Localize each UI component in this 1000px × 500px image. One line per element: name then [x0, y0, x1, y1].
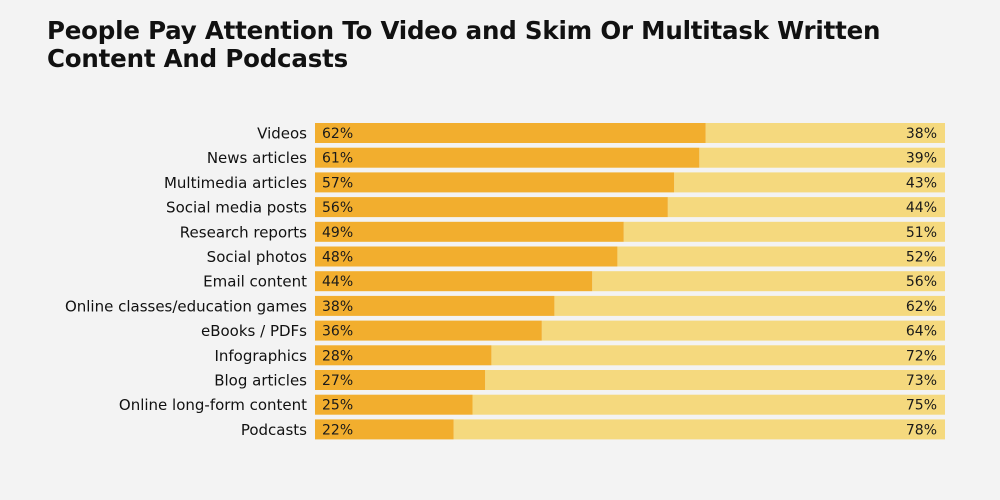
value-label-attention: 48%	[322, 250, 353, 266]
category-label: Blog articles	[214, 372, 307, 390]
value-label-skim: 73%	[906, 373, 937, 389]
category-label: News articles	[207, 149, 307, 167]
category-label: Videos	[257, 125, 307, 143]
bar-skim	[554, 295, 945, 316]
category-label: Podcasts	[241, 421, 307, 439]
value-label-attention: 61%	[322, 151, 353, 167]
value-label-skim: 51%	[906, 225, 937, 241]
bar-skim	[472, 394, 945, 415]
value-label-attention: 27%	[322, 373, 353, 389]
value-label-skim: 52%	[906, 250, 937, 266]
bar-skim	[592, 271, 945, 292]
bar-skim	[541, 320, 945, 341]
bar-attention	[315, 197, 668, 218]
value-label-skim: 78%	[906, 422, 937, 438]
value-label-skim: 64%	[906, 324, 937, 340]
value-label-attention: 56%	[322, 200, 353, 216]
bar-skim	[485, 370, 945, 390]
bar-skim	[705, 123, 945, 143]
bar-attention	[315, 123, 706, 143]
value-label-attention: 38%	[322, 299, 353, 315]
value-label-skim: 72%	[906, 348, 937, 364]
value-label-attention: 57%	[322, 175, 353, 191]
bar-attention	[315, 172, 675, 193]
bar-attention	[315, 370, 486, 390]
bar-attention	[315, 246, 618, 267]
bar-attention	[315, 394, 473, 415]
category-label: Infographics	[214, 347, 307, 365]
value-label-attention: 49%	[322, 225, 353, 241]
value-label-attention: 22%	[322, 422, 353, 438]
bar-attention	[315, 320, 542, 341]
value-label-attention: 28%	[322, 348, 353, 364]
bar-attention	[315, 221, 624, 242]
bar-skim	[453, 419, 945, 440]
bar-attention	[315, 295, 555, 316]
category-label: Multimedia articles	[164, 174, 307, 192]
category-label: Online long-form content	[119, 396, 307, 414]
value-label-attention: 62%	[322, 126, 353, 142]
bar-skim	[674, 172, 945, 193]
category-label: Email content	[203, 273, 307, 291]
bar-attention	[315, 147, 700, 168]
category-label: eBooks / PDFs	[201, 322, 307, 340]
value-label-skim: 56%	[906, 274, 937, 290]
value-label-skim: 38%	[906, 126, 937, 142]
value-label-skim: 62%	[906, 299, 937, 315]
value-label-attention: 25%	[322, 398, 353, 414]
category-label: Research reports	[180, 223, 307, 241]
bar-skim	[667, 197, 945, 218]
category-label: Social photos	[207, 248, 308, 266]
value-label-skim: 75%	[906, 398, 937, 414]
bar-skim	[617, 246, 945, 267]
value-label-skim: 43%	[906, 175, 937, 191]
bar-skim	[699, 147, 945, 168]
value-label-attention: 36%	[322, 324, 353, 340]
category-label: Online classes/education games	[65, 297, 307, 315]
bar-attention	[315, 271, 593, 292]
bar-skim	[623, 221, 945, 242]
value-label-attention: 44%	[322, 274, 353, 290]
chart-title: People Pay Attention To Video and Skim O…	[47, 16, 881, 73]
bar-attention	[315, 345, 492, 366]
bar-attention	[315, 419, 454, 440]
value-label-skim: 39%	[906, 151, 937, 167]
bar-skim	[491, 345, 945, 366]
value-label-skim: 44%	[906, 200, 937, 216]
category-label: Social media posts	[166, 199, 307, 217]
